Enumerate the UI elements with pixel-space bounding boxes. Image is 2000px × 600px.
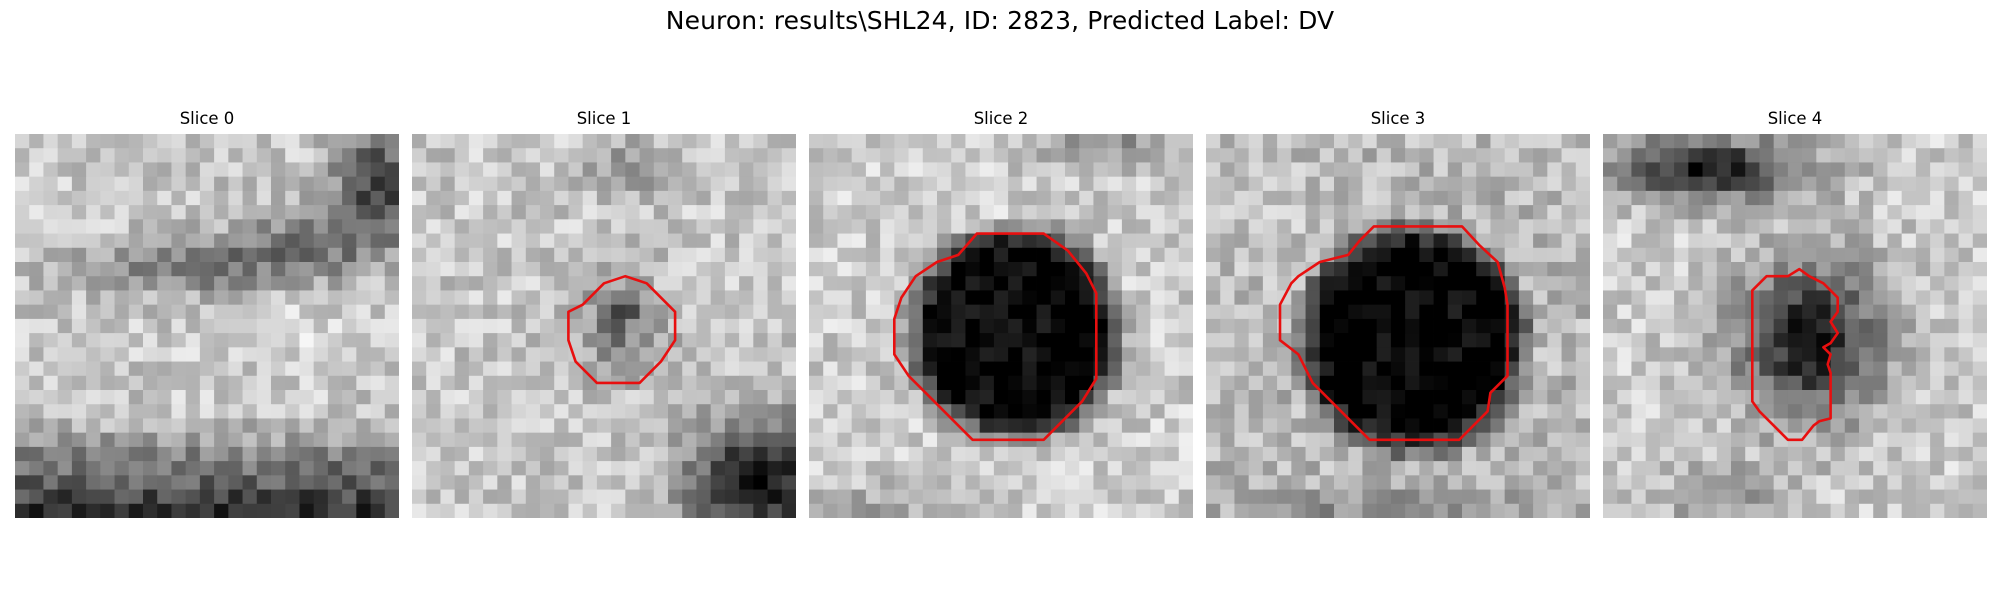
slice-panel-1: Slice 1 [412,108,796,518]
slice-title: Slice 0 [179,109,235,128]
slice-panel-4: Slice 4 [1603,108,1987,518]
pixel-grid [15,134,399,518]
segmentation-contour [893,232,1098,442]
segmentation-contour [1751,267,1839,442]
slice-panel-3: Slice 3 [1206,108,1590,518]
slice-title: Slice 2 [973,109,1029,128]
slice-panel-0: Slice 0 [15,108,399,518]
slice-image-0 [15,134,399,518]
pixel-grid [809,134,1193,518]
segmentation-contour [1278,225,1509,442]
slice-panel-2: Slice 2 [809,108,1193,518]
pixel-grid [1206,134,1590,518]
segmentation-contour [567,274,677,385]
slice-title: Slice 1 [576,109,632,128]
slice-image-4 [1603,134,1987,518]
pixel-grid [412,134,796,518]
slice-image-2 [809,134,1193,518]
slice-title: Slice 4 [1767,109,1823,128]
pixel-grid [1603,134,1987,518]
slice-image-1 [412,134,796,518]
slice-title: Slice 3 [1370,109,1426,128]
figure-title: Neuron: results\SHL24, ID: 2823, Predict… [665,6,1335,35]
slice-image-3 [1206,134,1590,518]
